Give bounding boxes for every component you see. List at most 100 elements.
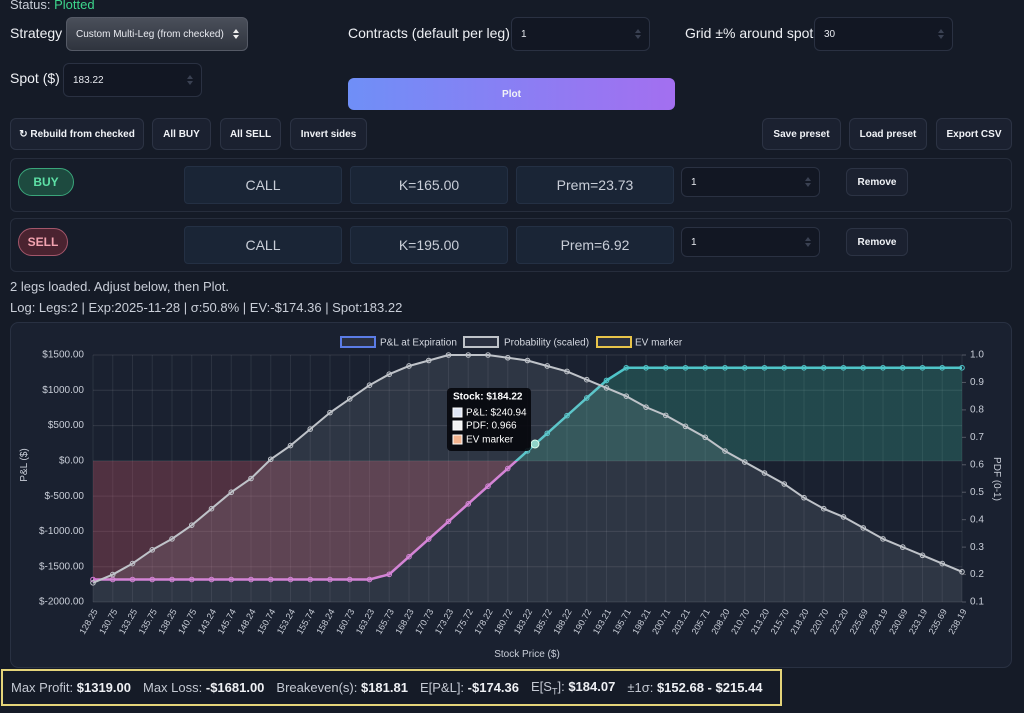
leg-row: SELL CALL K=195.00 Prem=6.92 1 Remove: [10, 218, 1012, 272]
probability-point: [959, 569, 965, 575]
pnl-point: [959, 364, 965, 371]
pnl-point: [919, 364, 926, 371]
summary-bar: Max Profit: $1319.00 Max Loss: -$1681.00…: [1, 669, 782, 706]
probability-point: [741, 459, 748, 465]
probability-point: [801, 494, 807, 501]
probability-point: [899, 544, 906, 550]
y2-tick-label: 0.1: [970, 597, 984, 608]
probability-point: [465, 352, 472, 358]
all-sell-button[interactable]: All SELL: [220, 118, 281, 150]
probability-point: [939, 560, 946, 567]
summary-value: $184.07: [568, 678, 616, 694]
legend-swatch: [596, 336, 632, 348]
select-arrows: [233, 29, 239, 39]
contracts-label: Contracts (default per leg): [348, 25, 510, 41]
tooltip-line: PDF: 0.966: [466, 421, 517, 432]
probability-point: [129, 560, 136, 567]
spot-input[interactable]: 183.22: [63, 63, 202, 97]
leg-premium: Prem=6.92: [516, 226, 674, 264]
leg-type: CALL: [184, 226, 342, 264]
leg-strike: K=165.00: [350, 166, 508, 204]
tooltip: Stock: $184.22 P&L: $240.94 PDF: 0.966 E…: [447, 388, 540, 451]
probability-point: [248, 475, 254, 482]
strategy-value: Custom Multi-Leg (from checked): [76, 28, 224, 40]
y2-tick-label: 0.9: [970, 377, 984, 388]
y-tick-label: $500.00: [48, 420, 85, 431]
probability-point: [504, 354, 511, 361]
legend-label: EV marker: [635, 338, 683, 349]
pnl-point: [781, 364, 788, 371]
y-axis-title: P&L ($): [19, 448, 30, 482]
summary-item: E[P&L]: -$174.36: [420, 680, 519, 695]
rebuild-button[interactable]: ↻ Rebuild from checked: [10, 118, 144, 150]
grid-input[interactable]: 30: [814, 17, 953, 51]
pnl-point: [682, 364, 689, 371]
pnl-point: [445, 518, 452, 525]
x-axis-title: Stock Price ($): [494, 649, 560, 660]
legend-label: Probability (scaled): [504, 338, 589, 349]
remove-button[interactable]: Remove: [846, 168, 908, 196]
summary-label: Max Profit:: [11, 680, 74, 695]
probability-point: [820, 505, 827, 512]
contracts-input[interactable]: 1: [511, 17, 650, 51]
pnl-point: [741, 364, 748, 371]
pnl-point: [327, 576, 333, 583]
spinner: [805, 237, 811, 247]
grid-label: Grid ±% around spot: [685, 25, 814, 41]
y2-tick-label: 0.5: [970, 487, 984, 498]
pnl-point: [267, 576, 274, 583]
summary-item: Breakeven(s): $181.81: [276, 680, 408, 695]
all-buy-button[interactable]: All BUY: [152, 118, 211, 150]
probability-point: [583, 376, 590, 383]
leg-type: CALL: [184, 166, 342, 204]
side-badge[interactable]: SELL: [18, 228, 68, 256]
probability-point: [860, 525, 867, 531]
summary-value: -$174.36: [467, 680, 519, 695]
pnl-point: [228, 576, 235, 583]
probability-point: [880, 536, 886, 542]
pnl-point: [722, 364, 728, 371]
leg-qty[interactable]: 1: [681, 167, 820, 197]
pnl-point: [544, 430, 551, 437]
spot-value: 183.22: [73, 74, 104, 86]
side-badge[interactable]: BUY: [18, 168, 74, 196]
y-tick-label: $-1000.00: [39, 526, 84, 537]
pnl-point: [149, 576, 156, 583]
probability-point: [169, 536, 175, 542]
probability-point: [346, 396, 353, 402]
pnl-point: [623, 364, 630, 371]
summary-label: Max Loss:: [142, 680, 203, 695]
pnl-point: [761, 364, 768, 371]
pnl-point: [702, 364, 709, 371]
save-preset-button[interactable]: Save preset: [762, 118, 841, 150]
tooltip-swatch: [452, 407, 463, 418]
contracts-value: 1: [521, 28, 527, 40]
message: 2 legs loaded. Adjust below, then Plot.: [10, 279, 229, 294]
strategy-select[interactable]: Custom Multi-Leg (from checked): [66, 17, 248, 51]
pnl-point: [801, 364, 807, 371]
summary-label: ±1σ:: [627, 680, 654, 695]
status: Status: Plotted: [10, 0, 95, 12]
probability-point: [109, 571, 116, 578]
y2-tick-label: 0.4: [970, 514, 984, 525]
invert-button[interactable]: Invert sides: [290, 118, 367, 150]
load-preset-button[interactable]: Load preset: [849, 118, 927, 150]
pnl-point: [485, 483, 491, 489]
spinner: [938, 29, 944, 39]
summary-item: Max Loss: -$1681.00: [143, 680, 264, 695]
export-csv-button[interactable]: Export CSV: [936, 118, 1012, 150]
pnl-point: [346, 576, 353, 583]
summary-value: -$1681.00: [205, 680, 265, 695]
y2-tick-label: 0.6: [970, 459, 984, 470]
y2-tick-label: 0.3: [970, 542, 984, 553]
summary-item: ±1σ: $152.68 - $215.44: [627, 680, 762, 695]
plot-button[interactable]: Plot: [348, 78, 675, 110]
leg-qty[interactable]: 1: [681, 227, 820, 257]
pnl-point: [840, 364, 847, 371]
probability-point: [485, 352, 491, 358]
summary-label-end: ]:: [557, 678, 565, 694]
pnl-point: [939, 364, 946, 371]
probability-point: [90, 579, 96, 586]
remove-button[interactable]: Remove: [846, 228, 908, 256]
